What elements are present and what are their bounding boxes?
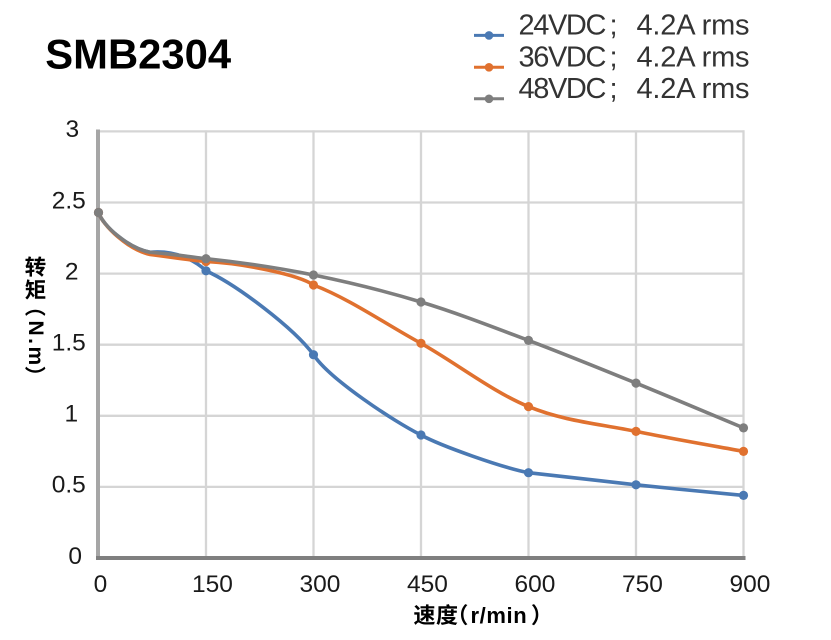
svg-text:600: 600 xyxy=(515,571,556,598)
svg-text:1.5: 1.5 xyxy=(52,330,86,357)
svg-text:300: 300 xyxy=(300,571,341,598)
svg-text:450: 450 xyxy=(407,571,448,598)
svg-text:2: 2 xyxy=(65,258,79,285)
svg-text:48VDC;4.2A rms: 48VDC; 4.2A rms xyxy=(519,73,750,105)
svg-text:r/min: r/min xyxy=(471,603,528,628)
svg-text:150: 150 xyxy=(192,571,233,598)
svg-text:0.5: 0.5 xyxy=(52,472,86,499)
svg-text:1: 1 xyxy=(65,401,79,428)
svg-text:3: 3 xyxy=(66,116,80,143)
svg-text:750: 750 xyxy=(622,571,663,598)
svg-text:900: 900 xyxy=(730,571,771,598)
svg-text:SMB2304: SMB2304 xyxy=(45,30,232,77)
svg-text:N.m: N.m xyxy=(24,321,47,368)
svg-text:36VDC;4.2A rms: 36VDC; 4.2A rms xyxy=(519,41,750,73)
svg-text:2.5: 2.5 xyxy=(52,187,86,214)
svg-text:24VDC;4.2A rms: 24VDC; 4.2A rms xyxy=(519,9,750,41)
svg-text:0: 0 xyxy=(68,543,82,570)
svg-text:0: 0 xyxy=(94,571,108,598)
